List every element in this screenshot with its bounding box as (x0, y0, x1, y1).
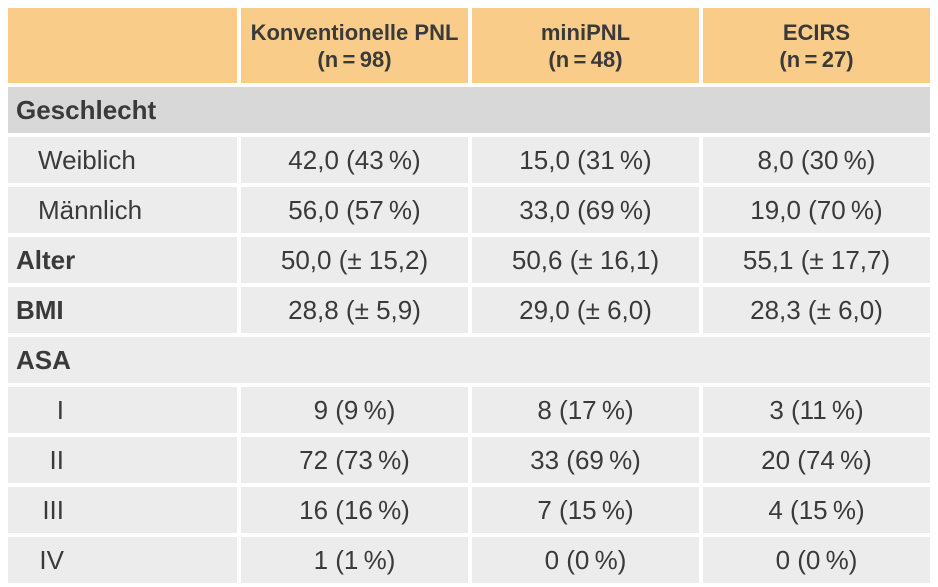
section-row-asa: ASA (8, 337, 930, 383)
column-header-konventionelle-pnl: Konventionelle PNL (n = 98) (241, 8, 468, 83)
row-label-alter: Alter (8, 237, 237, 283)
cell-alter-ecirs: 55,1 (± 17,7) (703, 237, 930, 283)
cell-maennlich-minipnl: 33,0 (69 %) (472, 187, 699, 233)
cell-maennlich-konventionelle-pnl: 56,0 (57 %) (241, 187, 468, 233)
asa-grade-numeral: III (42, 494, 64, 525)
cell-alter-konventionelle-pnl: 50,0 (± 15,2) (241, 237, 468, 283)
column-n-count: (n = 98) (317, 46, 392, 72)
cell-asa2-konventionelle-pnl: 72 (73 %) (241, 437, 468, 483)
cell-alter-minipnl: 50,6 (± 16,1) (472, 237, 699, 283)
cell-asa4-minipnl: 0 (0 %) (472, 537, 699, 583)
column-header-minipnl: miniPNL (n = 48) (472, 8, 699, 83)
header-empty-cell (8, 8, 237, 83)
cell-weiblich-konventionelle-pnl: 42,0 (43 %) (241, 137, 468, 183)
column-title: miniPNL (540, 19, 631, 45)
row-label-asa-4: IV (8, 537, 237, 583)
cell-asa3-minipnl: 7 (15 %) (472, 487, 699, 533)
asa-grade-numeral: I (56, 394, 64, 425)
cell-asa4-konventionelle-pnl: 1 (1 %) (241, 537, 468, 583)
row-label-asa-2: II (8, 437, 237, 483)
row-label-maennlich: Männlich (8, 187, 237, 233)
row-label-asa-1: I (8, 387, 237, 433)
cell-maennlich-ecirs: 19,0 (70 %) (703, 187, 930, 233)
cell-weiblich-ecirs: 8,0 (30 %) (703, 137, 930, 183)
row-label-bmi: BMI (8, 287, 237, 333)
asa-grade-numeral: II (49, 444, 64, 475)
row-label-weiblich: Weiblich (8, 137, 237, 183)
comparison-table: Konventionelle PNL (n = 98) miniPNL (n =… (8, 8, 930, 583)
row-label-asa-3: III (8, 487, 237, 533)
column-title: ECIRS (782, 19, 851, 45)
column-header-ecirs: ECIRS (n = 27) (703, 8, 930, 83)
cell-asa3-konventionelle-pnl: 16 (16 %) (241, 487, 468, 533)
section-row-geschlecht: Geschlecht (8, 87, 930, 133)
cell-asa1-minipnl: 8 (17 %) (472, 387, 699, 433)
cell-asa4-ecirs: 0 (0 %) (703, 537, 930, 583)
cell-bmi-ecirs: 28,3 (± 6,0) (703, 287, 930, 333)
cell-bmi-konventionelle-pnl: 28,8 (± 5,9) (241, 287, 468, 333)
cell-asa1-ecirs: 3 (11 %) (703, 387, 930, 433)
asa-grade-numeral: IV (39, 544, 64, 575)
column-title: Konventionelle PNL (250, 19, 459, 45)
cell-weiblich-minipnl: 15,0 (31 %) (472, 137, 699, 183)
cell-asa3-ecirs: 4 (15 %) (703, 487, 930, 533)
cell-asa1-konventionelle-pnl: 9 (9 %) (241, 387, 468, 433)
cell-bmi-minipnl: 29,0 (± 6,0) (472, 287, 699, 333)
column-n-count: (n = 48) (548, 46, 623, 72)
cell-asa2-minipnl: 33 (69 %) (472, 437, 699, 483)
column-n-count: (n = 27) (779, 46, 854, 72)
cell-asa2-ecirs: 20 (74 %) (703, 437, 930, 483)
